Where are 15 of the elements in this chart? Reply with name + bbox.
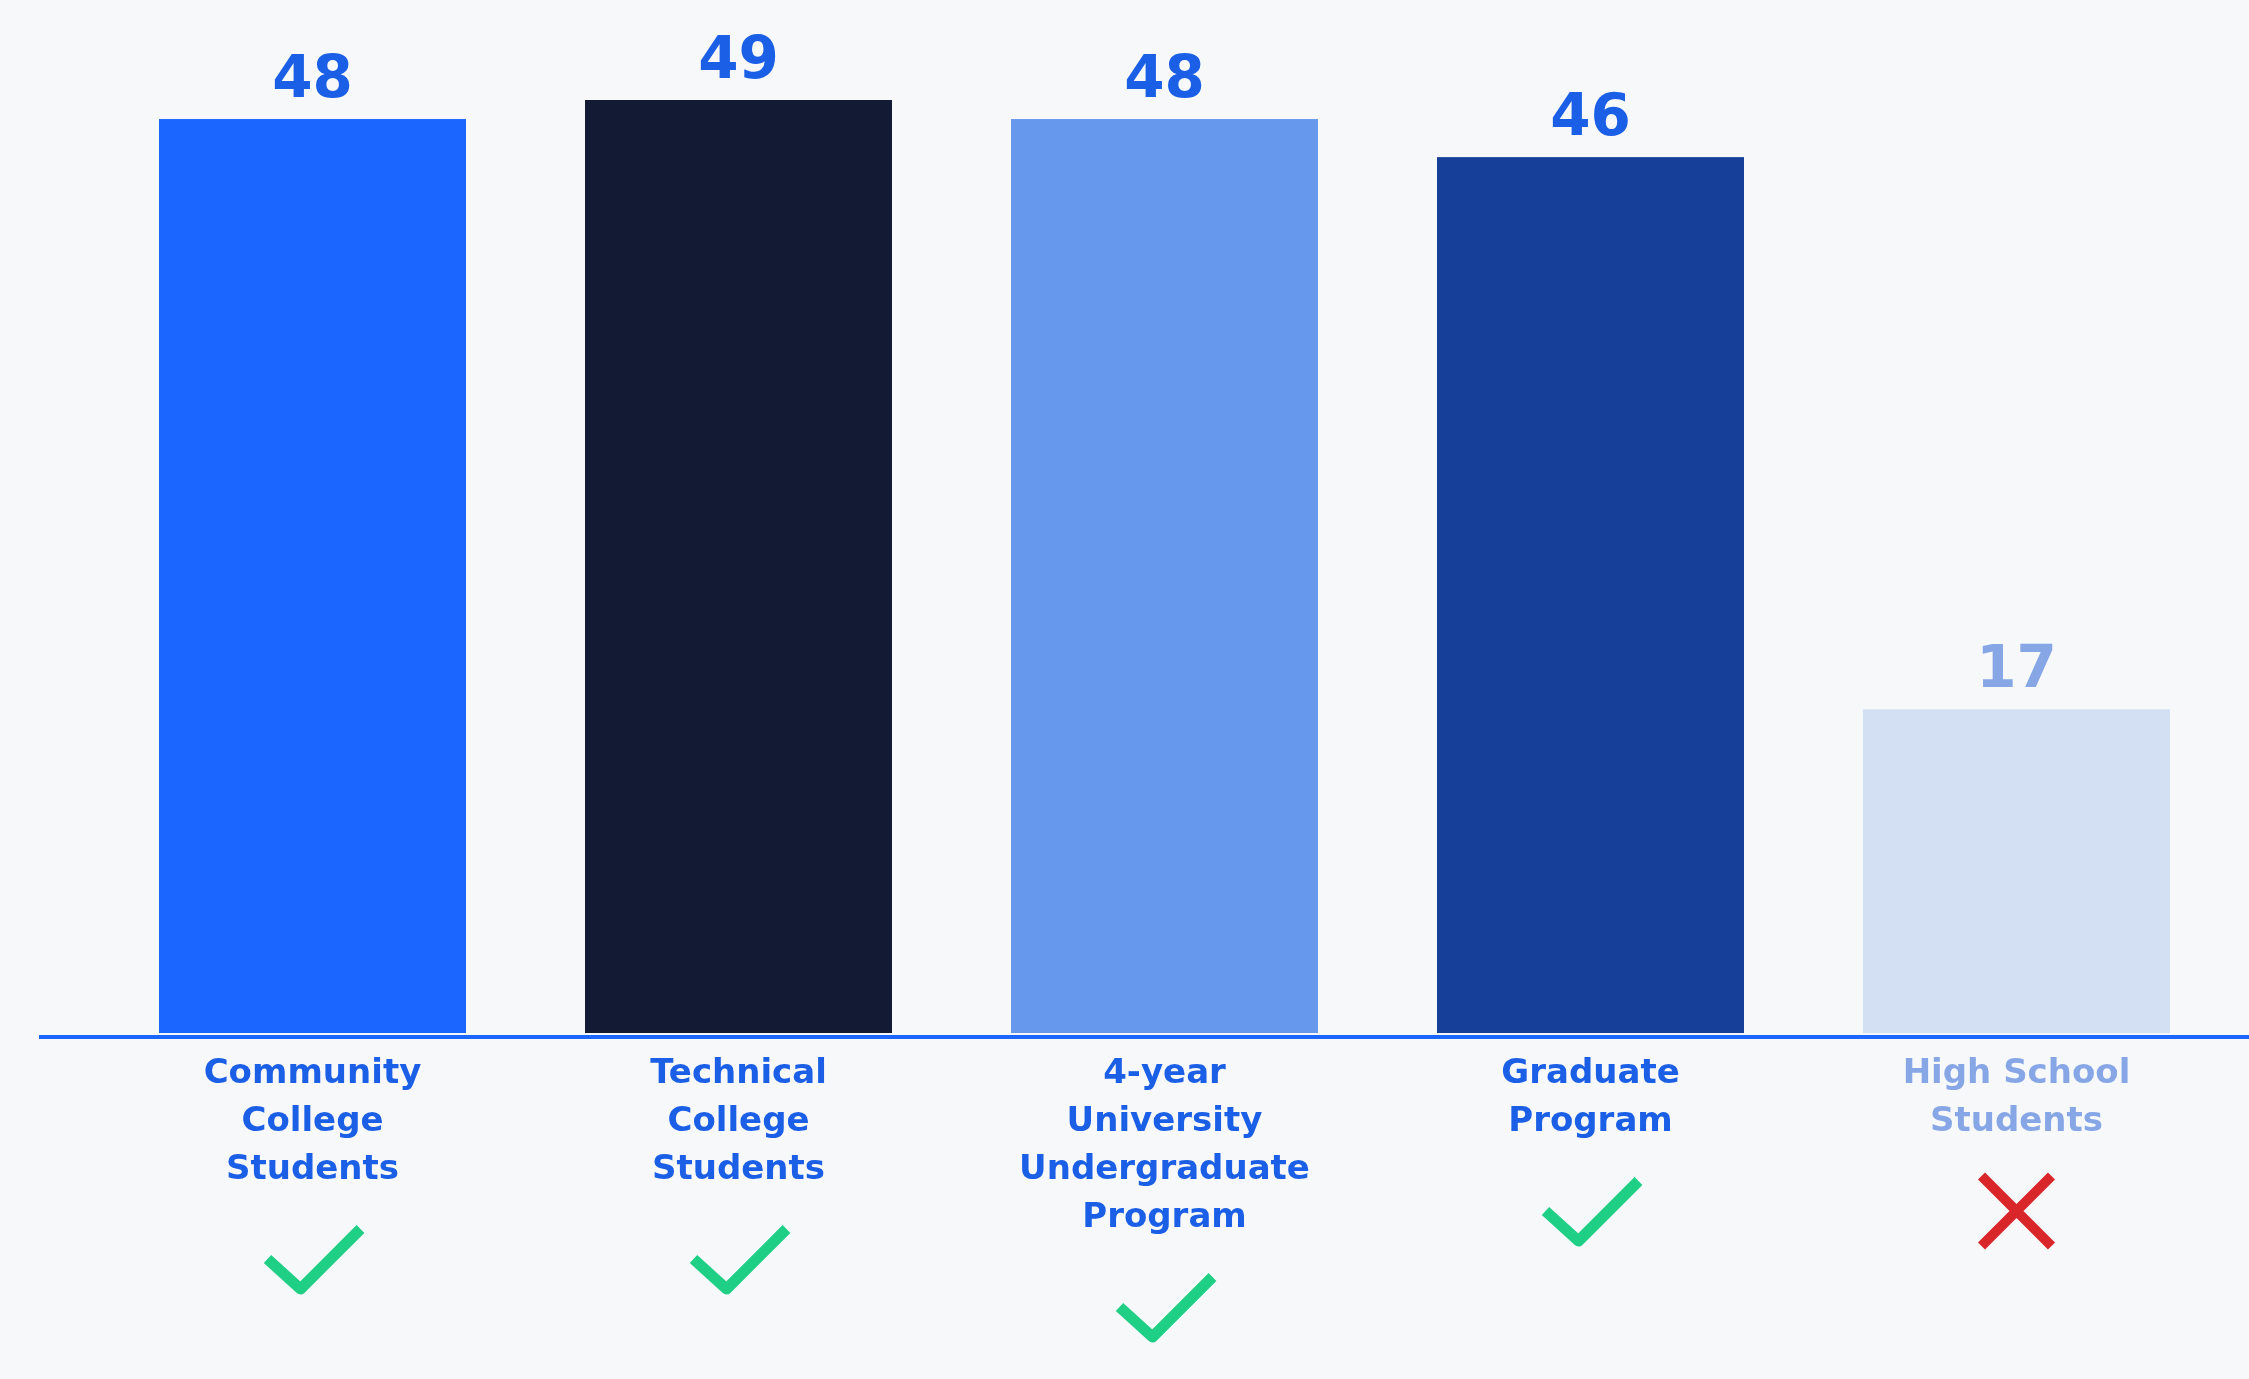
bar: [159, 119, 466, 1033]
data-label: 48: [272, 43, 353, 112]
x-tick-label: High School Students: [1902, 1051, 2131, 1139]
x-tick-label: Technical College Students: [650, 1051, 827, 1187]
bar: [585, 100, 892, 1033]
bar: [1863, 709, 2170, 1033]
x-tick-label: 4-year University Undergraduate Program: [1019, 1051, 1310, 1235]
x-tick-label: Community College Students: [203, 1051, 422, 1187]
data-label: 17: [1976, 633, 2057, 702]
bar: [1011, 119, 1318, 1033]
data-label: 46: [1550, 81, 1631, 150]
bar: [1437, 157, 1744, 1033]
x-tick-label: Graduate Program: [1501, 1051, 1680, 1139]
data-label: 48: [1124, 43, 1205, 112]
data-label: 49: [698, 24, 779, 92]
